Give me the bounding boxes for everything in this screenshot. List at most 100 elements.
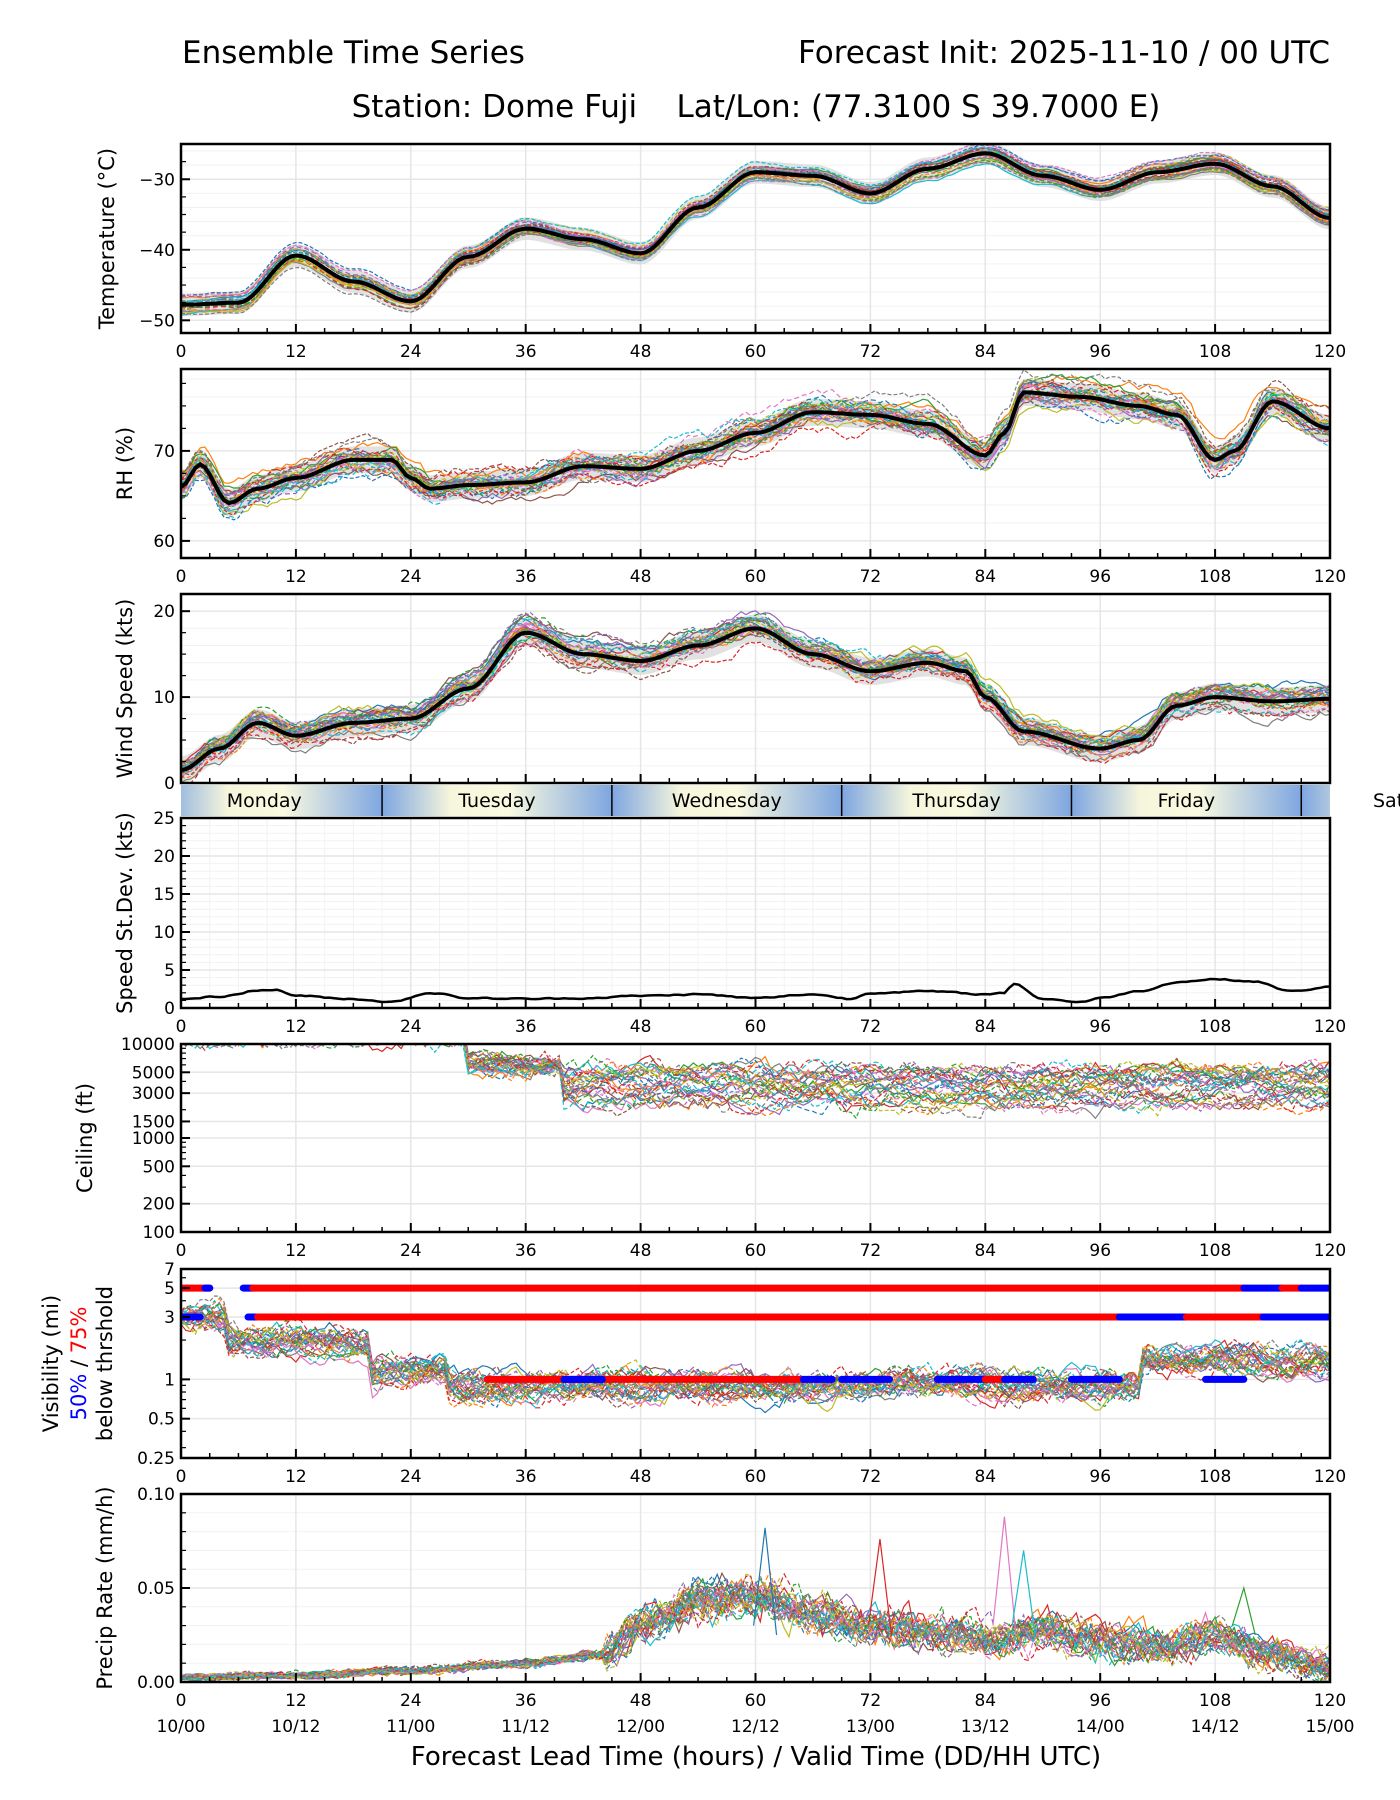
x-tick-label: 72: [860, 1691, 882, 1711]
x-tick-label: 72: [860, 1467, 882, 1487]
date-tick-label: 13/00: [846, 1717, 895, 1737]
member-line: [181, 1304, 1330, 1407]
x-tick-label: 96: [1089, 1241, 1111, 1261]
member-line: [181, 1312, 1330, 1408]
major-grid: [180, 1043, 1331, 1233]
member-line: [374, 1044, 1330, 1111]
y-tick-label: 5: [164, 961, 175, 981]
date-tick-label: 11/12: [501, 1717, 550, 1737]
member-line: [181, 394, 1330, 507]
y-tick-label: 5: [164, 1279, 175, 1299]
plot-area: [181, 144, 1330, 317]
x-tick-label: 36: [515, 1017, 537, 1037]
member-line: [199, 1044, 1330, 1107]
x-tick-label: 120: [1314, 342, 1346, 362]
y-tick-label: 15: [153, 885, 175, 905]
member-line: [181, 391, 1330, 505]
x-tick-label: 108: [1199, 1241, 1231, 1261]
y-axis-label: RH (%): [113, 427, 137, 500]
x-tick-label: 36: [515, 1691, 537, 1711]
y-tick-label: 10: [153, 923, 175, 943]
member-line: [258, 1044, 1330, 1115]
day-label: Thursday: [911, 790, 1000, 812]
x-tick-label: 12: [285, 1691, 307, 1711]
y-tick-label: 100: [143, 1223, 175, 1243]
date-tick-label: 12/00: [616, 1717, 665, 1737]
date-tick-label: 10/12: [271, 1717, 320, 1737]
x-tick-label: 36: [515, 1241, 537, 1261]
day-cell: [382, 785, 612, 816]
day-band: Monday Tuesday Wednesday Thursday Friday Sat: [181, 785, 1400, 816]
member-line: [181, 387, 1330, 502]
member-line: [181, 369, 1330, 495]
member-line: [181, 161, 1330, 312]
member-line: [181, 151, 1330, 307]
x-tick-label: 24: [400, 1467, 422, 1487]
member-line: [181, 627, 1330, 766]
member-line: [181, 383, 1330, 497]
y-tick-label: 0.00: [137, 1673, 175, 1693]
day-cell: [1301, 785, 1330, 816]
y-tick-label: 10: [153, 688, 175, 708]
date-tick-label: 14/12: [1191, 1717, 1240, 1737]
day-label: Wednesday: [672, 790, 782, 812]
x-tick-label: 48: [630, 1467, 652, 1487]
member-line: [181, 377, 1330, 503]
member-line: [213, 1044, 1330, 1115]
member-line: [181, 395, 1330, 519]
x-tick-label: 36: [515, 1467, 537, 1487]
date-tick-label: 14/00: [1076, 1717, 1125, 1737]
x-tick-label: 12: [285, 1241, 307, 1261]
y-axis-label: Speed St.Dev. (kts): [113, 812, 137, 1014]
date-tick-label: 15/00: [1306, 1717, 1355, 1737]
member-line: [181, 1315, 1330, 1406]
x-tick-label: 120: [1314, 1241, 1346, 1261]
x-tick-label: 0: [176, 1691, 187, 1711]
day-label: Friday: [1158, 790, 1216, 812]
panels: −30−40−500 12 24 36 48 60 72 84 96 108 120Temperat…: [39, 142, 1355, 1737]
x-tick-label: 72: [860, 1017, 882, 1037]
y-axis-label: Ceiling (ft): [73, 1083, 97, 1193]
y-tick-label: 60: [153, 532, 175, 552]
x-tick-label: 72: [860, 1241, 882, 1261]
member-line: [181, 1308, 1330, 1401]
y-tick-label: 3000: [132, 1084, 175, 1104]
y-axis-label: Temperature (°C): [95, 148, 119, 330]
x-tick-label: 120: [1314, 567, 1346, 587]
y-tick-label: 25: [153, 809, 175, 829]
x-tick-label: 108: [1199, 1017, 1231, 1037]
member-line: [246, 1044, 1330, 1110]
y-tick-label: 0.10: [137, 1485, 175, 1505]
x-tick-label: 36: [515, 342, 537, 362]
x-tick-label: 96: [1089, 567, 1111, 587]
x-tick-label: 60: [745, 1241, 767, 1261]
plot-area: [183, 1044, 1330, 1120]
member-line: [281, 1044, 1330, 1117]
stdev-line: [181, 977, 1330, 1004]
member-line: [181, 1581, 1330, 1682]
x-tick-label: 48: [630, 342, 652, 362]
y-tick-label: 70: [153, 442, 175, 462]
x-tick-label: 0: [176, 567, 187, 587]
x-tick-label: 48: [630, 1241, 652, 1261]
date-tick-label: 11/00: [386, 1717, 435, 1737]
member-line: [242, 1044, 1330, 1111]
y-tick-label: 0.05: [137, 1579, 175, 1599]
label-75pct: 75%: [67, 1307, 91, 1354]
plot-area: [181, 1284, 1330, 1414]
member-line: [181, 1584, 1330, 1681]
x-axis-label: Forecast Lead Time (hours) / Valid Time …: [411, 1742, 1101, 1772]
member-line: [181, 395, 1330, 511]
x-tick-label: 120: [1314, 1691, 1346, 1711]
member-line: [413, 1044, 1330, 1110]
member-line: [442, 1044, 1330, 1112]
day-label: Sat: [1373, 790, 1400, 812]
y-tick-label: 20: [153, 602, 175, 622]
precip-peak: [752, 1527, 778, 1636]
plot-area: [181, 369, 1330, 521]
x-tick-label: 60: [745, 567, 767, 587]
precip-peak: [867, 1539, 893, 1636]
y-tick-label: 7: [164, 1260, 175, 1280]
y-tick-label: 0: [164, 774, 175, 794]
y-tick-label: 1000: [132, 1129, 175, 1149]
